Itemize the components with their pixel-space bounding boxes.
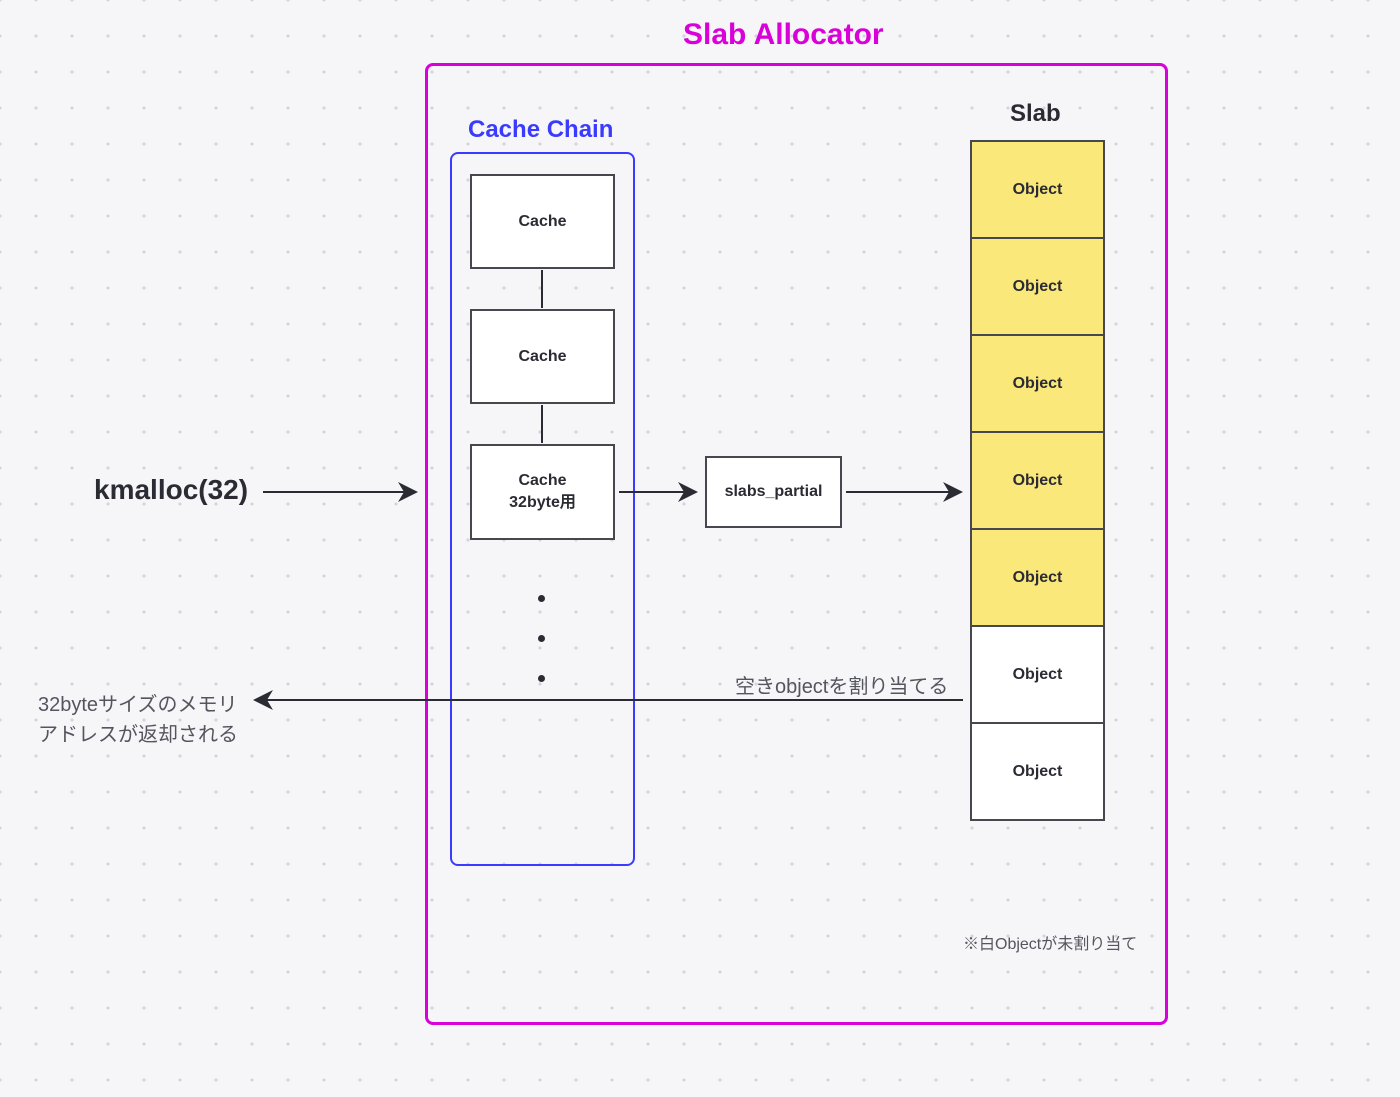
slab-object-free: Object — [970, 625, 1105, 724]
label-footnote: ※白Objectが未割り当て — [963, 930, 1137, 954]
slab-object-allocated: Object — [970, 237, 1105, 336]
cache-box: Cache — [470, 309, 615, 404]
ellipsis-dot — [538, 635, 545, 642]
ellipsis-dot — [538, 675, 545, 682]
label-return-text: 32byteサイズのメモリ アドレスが返却される — [38, 690, 238, 750]
slab-object-allocated: Object — [970, 334, 1105, 433]
ellipsis-dot — [538, 595, 545, 602]
box-slabs-partial: slabs_partial — [705, 456, 842, 528]
slabs-partial-label: slabs_partial — [725, 483, 823, 501]
cache-box: Cache — [470, 174, 615, 269]
diagram-canvas: Slab Allocator Cache Chain Cache Cache Cac… — [0, 0, 1400, 1097]
label-assign-text: 空きobjectを割り当てる — [735, 670, 948, 699]
title-slab: Slab — [1010, 100, 1061, 128]
return-line-2: アドレスが返却される — [38, 720, 238, 750]
return-line-1: 32byteサイズのメモリ — [38, 690, 238, 720]
slab-object-allocated: Object — [970, 140, 1105, 239]
slab-object-free: Object — [970, 722, 1105, 821]
title-slab-allocator: Slab Allocator — [683, 18, 884, 52]
label-kmalloc: kmalloc(32) — [94, 474, 248, 506]
slab-object-allocated: Object — [970, 528, 1105, 627]
title-cache-chain: Cache Chain — [468, 116, 613, 144]
slab-object-allocated: Object — [970, 431, 1105, 530]
cache-box: Cache 32byte用 — [470, 444, 615, 540]
